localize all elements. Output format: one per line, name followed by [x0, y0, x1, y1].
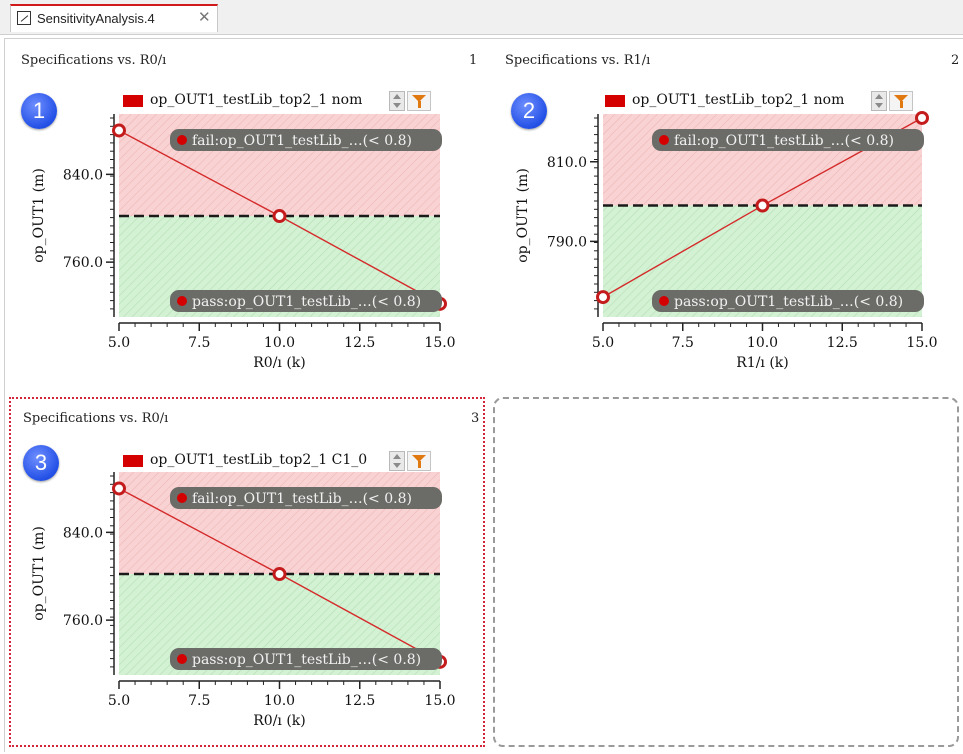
series-legend: op_OUT1_testLib_top2_1 C1_0	[123, 451, 453, 471]
fail-spec-tag-text: fail:op_OUT1_testLib_…(< 0.8)	[192, 133, 412, 149]
panel-title: Specifications vs. R0/ı	[23, 411, 169, 426]
empty-chart-slot[interactable]	[493, 397, 959, 747]
legend-swatch	[605, 95, 625, 107]
panel-badge: 2	[511, 93, 547, 129]
fail-spec-tag: fail:op_OUT1_testLib_…(< 0.8)	[170, 129, 442, 151]
chart-svg-1: 760.0 840.0 5.0 7.5 10.0 12.5 15.0 R0/ı (k) op_O…	[31, 114, 456, 371]
fail-spec-tag-text: fail:op_OUT1_testLib_…(< 0.8)	[192, 491, 412, 507]
tab-label: SensitivityAnalysis.4	[37, 11, 155, 26]
x-tick-label: 7.5	[188, 335, 210, 351]
y-axis-label: op_OUT1 (m)	[31, 526, 47, 621]
x-tick-label: 10.0	[264, 335, 295, 351]
x-axis-label: R1/ı (k)	[736, 355, 789, 371]
series-legend: op_OUT1_testLib_top2_1 nom	[123, 91, 453, 111]
pass-spec-tag-box	[652, 290, 924, 312]
x-tick-label: 12.5	[344, 335, 375, 351]
legend-spinner-icon[interactable]	[389, 451, 405, 471]
chart-doc-icon	[17, 11, 31, 25]
data-point	[915, 110, 929, 125]
fail-spec-tag-box	[652, 129, 924, 151]
x-tick-label: 10.0	[264, 693, 295, 709]
pass-spec-tag-dot	[177, 296, 187, 306]
y-axis-label: op_OUT1 (m)	[515, 168, 531, 263]
pass-spec-tag-box	[170, 290, 442, 312]
chart-panel-3[interactable]: Specifications vs. R0/ı 3 3 op_OUT1_test…	[9, 397, 485, 747]
filter-icon[interactable]	[407, 91, 431, 111]
x-tick-label: 15.0	[424, 693, 455, 709]
y-axis-label: op_OUT1 (m)	[31, 168, 47, 263]
y-tick-label: 840.0	[63, 167, 103, 183]
fail-spec-tag-dot	[659, 135, 669, 145]
chart-svg-3: 760.0 840.0 5.0 7.5 10.0 12.5 15.0 R0/ı (k) op_O…	[31, 472, 456, 729]
fail-spec-tag-dot	[177, 135, 187, 145]
pass-spec-tag-text: pass:op_OUT1_testLib_…(< 0.8)	[192, 294, 421, 310]
legend-spinner-icon[interactable]	[871, 91, 887, 111]
panel-badge: 3	[23, 445, 59, 481]
chart-grid: Specifications vs. R0/ı 1 1 op_OUT1_test…	[4, 38, 963, 752]
data-point	[272, 567, 287, 582]
fail-spec-tag-dot	[177, 493, 187, 503]
data-point	[272, 209, 287, 224]
fail-spec-tag-text: fail:op_OUT1_testLib_…(< 0.8)	[674, 133, 894, 149]
tab-sensitivity-analysis[interactable]: SensitivityAnalysis.4 ✕	[10, 4, 218, 32]
y-tick-label: 760.0	[63, 613, 103, 629]
legend-spinner-icon[interactable]	[389, 91, 405, 111]
data-point	[112, 481, 126, 496]
series-legend: op_OUT1_testLib_top2_1 nom	[605, 91, 935, 111]
fail-spec-tag-box	[170, 129, 442, 151]
x-tick-label: 12.5	[344, 693, 375, 709]
x-axis-label: R0/ı (k)	[253, 355, 306, 371]
chart-panel-1[interactable]: Specifications vs. R0/ı 1 1 op_OUT1_test…	[11, 47, 487, 393]
panel-number: 1	[469, 53, 478, 68]
panel-title: Specifications vs. R1/ı	[505, 53, 651, 68]
legend-swatch	[123, 95, 143, 107]
chart-svg-2: 790.0 810.0 5.0 7.5 10.0 12.5 15.0 R1/ı (k) op_O…	[515, 110, 938, 371]
x-axis-label: R0/ı (k)	[253, 713, 306, 729]
filter-icon[interactable]	[889, 91, 913, 111]
fail-spec-tag-box	[170, 487, 442, 509]
pass-spec-tag-dot	[177, 654, 187, 664]
panel-title: Specifications vs. R0/ı	[21, 53, 167, 68]
x-tick-label: 15.0	[906, 335, 937, 351]
pass-spec-tag-box	[170, 648, 442, 670]
chart-panel-2[interactable]: Specifications vs. R1/ı 2 2 op_OUT1_test…	[495, 47, 963, 393]
y-tick-label: 840.0	[63, 525, 103, 541]
data-point	[112, 123, 126, 138]
pass-spec-tag: pass:op_OUT1_testLib_…(< 0.8)	[170, 290, 442, 312]
x-tick-label: 7.5	[672, 335, 694, 351]
x-tick-label: 12.5	[827, 335, 858, 351]
legend-label: op_OUT1_testLib_top2_1 nom	[632, 92, 845, 108]
x-tick-label: 5.0	[108, 335, 130, 351]
x-tick-label: 5.0	[108, 693, 130, 709]
panel-badge: 1	[21, 93, 57, 129]
pass-spec-tag: pass:op_OUT1_testLib_…(< 0.8)	[652, 290, 924, 312]
pass-spec-tag: pass:op_OUT1_testLib_…(< 0.8)	[170, 648, 442, 670]
fail-region-hatch	[603, 114, 922, 206]
filter-icon[interactable]	[407, 451, 431, 471]
pass-spec-tag-dot	[659, 296, 669, 306]
tab-bar: SensitivityAnalysis.4 ✕	[0, 0, 963, 35]
data-point	[596, 290, 610, 305]
legend-label: op_OUT1_testLib_top2_1 C1_0	[150, 452, 368, 468]
x-tick-label: 15.0	[424, 335, 455, 351]
pass-spec-tag-text: pass:op_OUT1_testLib_…(< 0.8)	[192, 652, 421, 668]
y-tick-label: 760.0	[63, 255, 103, 271]
x-tick-label: 7.5	[188, 693, 210, 709]
legend-label: op_OUT1_testLib_top2_1 nom	[150, 92, 363, 108]
x-tick-label: 5.0	[592, 335, 614, 351]
legend-swatch	[123, 455, 143, 467]
fail-spec-tag: fail:op_OUT1_testLib_…(< 0.8)	[652, 129, 924, 151]
y-tick-label: 790.0	[547, 234, 587, 250]
panel-number: 2	[951, 53, 960, 68]
x-tick-label: 10.0	[747, 335, 778, 351]
panel-number: 3	[471, 411, 480, 426]
pass-spec-tag-text: pass:op_OUT1_testLib_…(< 0.8)	[674, 294, 903, 310]
close-icon[interactable]: ✕	[198, 9, 211, 26]
fail-spec-tag: fail:op_OUT1_testLib_…(< 0.8)	[170, 487, 442, 509]
data-point	[755, 198, 770, 213]
y-tick-label: 810.0	[547, 155, 587, 171]
